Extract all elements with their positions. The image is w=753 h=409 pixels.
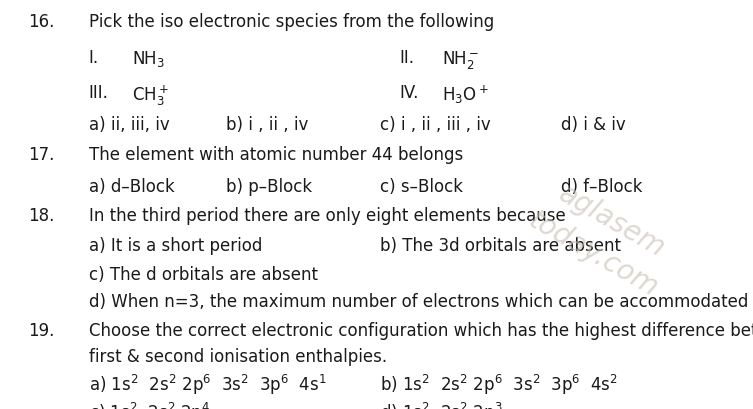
Text: H$_3$O$^+$: H$_3$O$^+$	[442, 83, 489, 106]
Text: d) When n=3, the maximum number of electrons which can be accommodated are eight: d) When n=3, the maximum number of elect…	[89, 292, 753, 310]
Text: In the third period there are only eight elements because: In the third period there are only eight…	[89, 207, 566, 225]
Text: a) It is a short period: a) It is a short period	[89, 237, 262, 255]
Text: aglasem
today.com: aglasem today.com	[523, 173, 681, 301]
Text: d) f–Block: d) f–Block	[561, 178, 642, 196]
Text: Choose the correct electronic configuration which has the highest difference bet: Choose the correct electronic configurat…	[89, 321, 753, 339]
Text: b) i , ii , iv: b) i , ii , iv	[226, 115, 308, 133]
Text: 18.: 18.	[29, 207, 55, 225]
Text: d) 1s$^2$  2s$^2$ 2p$^3$: d) 1s$^2$ 2s$^2$ 2p$^3$	[380, 400, 503, 409]
Text: c) s–Block: c) s–Block	[380, 178, 463, 196]
Text: d) i & iv: d) i & iv	[561, 115, 626, 133]
Text: 16.: 16.	[29, 13, 55, 31]
Text: 17.: 17.	[29, 146, 55, 164]
Text: NH$_3$: NH$_3$	[132, 49, 165, 69]
Text: CH$^+_3$: CH$^+_3$	[132, 83, 169, 108]
Text: II.: II.	[399, 49, 414, 67]
Text: c) The d orbitals are absent: c) The d orbitals are absent	[89, 265, 318, 283]
Text: I.: I.	[89, 49, 99, 67]
Text: a) d–Block: a) d–Block	[89, 178, 175, 196]
Text: c) i , ii , iii , iv: c) i , ii , iii , iv	[380, 115, 491, 133]
Text: b) The 3d orbitals are absent: b) The 3d orbitals are absent	[380, 237, 621, 255]
Text: Pick the iso electronic species from the following: Pick the iso electronic species from the…	[89, 13, 494, 31]
Text: 19.: 19.	[29, 321, 55, 339]
Text: c) 1s$^2$  2s$^2$ 2p$^4$: c) 1s$^2$ 2s$^2$ 2p$^4$	[89, 400, 210, 409]
Text: IV.: IV.	[399, 83, 419, 101]
Text: a) 1s$^2$  2s$^2$ 2p$^6$  3s$^2$  3p$^6$  4s$^1$: a) 1s$^2$ 2s$^2$ 2p$^6$ 3s$^2$ 3p$^6$ 4s…	[89, 372, 327, 396]
Text: a) ii, iii, iv: a) ii, iii, iv	[89, 115, 169, 133]
Text: first & second ionisation enthalpies.: first & second ionisation enthalpies.	[89, 347, 387, 365]
Text: The element with atomic number 44 belongs: The element with atomic number 44 belong…	[89, 146, 463, 164]
Text: b) p–Block: b) p–Block	[226, 178, 312, 196]
Text: b) 1s$^2$  2s$^2$ 2p$^6$  3s$^2$  3p$^6$  4s$^2$: b) 1s$^2$ 2s$^2$ 2p$^6$ 3s$^2$ 3p$^6$ 4s…	[380, 372, 618, 396]
Text: NH$^-_2$: NH$^-_2$	[442, 49, 479, 71]
Text: III.: III.	[89, 83, 108, 101]
